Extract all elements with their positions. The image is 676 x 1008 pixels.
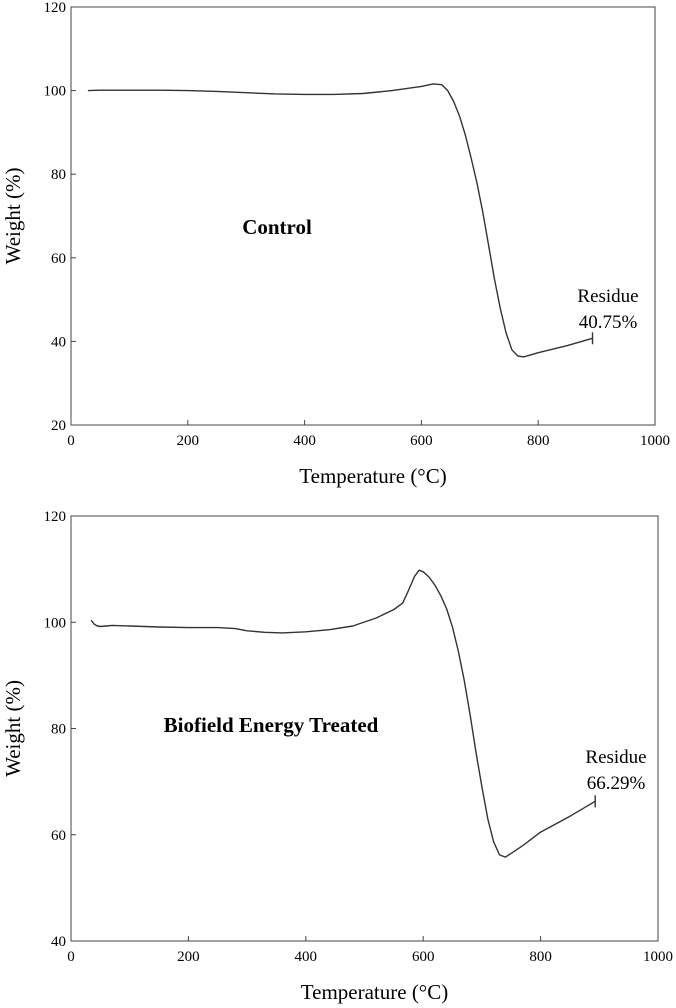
y-tick-label: 60 xyxy=(51,251,66,267)
y-tick-label: 20 xyxy=(51,418,66,434)
x-tick-label: 800 xyxy=(529,949,552,965)
x-axis-label: Temperature (°C) xyxy=(301,980,448,1004)
x-tick-label: 200 xyxy=(177,949,200,965)
x-tick-label: 200 xyxy=(177,433,200,449)
x-tick-label: 400 xyxy=(295,949,318,965)
sample-annotation: Control xyxy=(242,215,312,239)
x-tick-label: 1000 xyxy=(643,949,673,965)
residue-label: Residue xyxy=(585,747,646,768)
x-axis-label: Temperature (°C) xyxy=(299,464,446,488)
tga-curve xyxy=(90,569,596,858)
y-tick-label: 100 xyxy=(44,84,67,100)
residue-value: 66.29% xyxy=(587,773,646,794)
y-tick-label: 100 xyxy=(44,615,67,631)
x-tick-label: 600 xyxy=(410,433,433,449)
x-tick-label: 800 xyxy=(527,433,550,449)
control-chart: 0 200 400 600 800 1000 20 40 60 80 100 120 Temperatu… xyxy=(1,0,670,488)
x-tick-label: 0 xyxy=(67,949,75,965)
sample-annotation: Biofield Energy Treated xyxy=(164,713,379,737)
y-tick-label: 80 xyxy=(51,722,66,738)
residue-value: 40.75% xyxy=(579,312,638,333)
y-tick-label: 40 xyxy=(51,934,66,950)
y-tick-label: 60 xyxy=(51,828,66,844)
y-tick-label: 80 xyxy=(51,167,66,183)
y-axis-label: Weight (%) xyxy=(1,168,25,265)
plot-frame xyxy=(70,6,656,426)
treated-chart: 0 200 400 600 800 1000 40 60 80 100 120 Temperature… xyxy=(1,509,673,1004)
residue-label: Residue xyxy=(577,286,638,307)
tga-curve xyxy=(87,83,594,358)
y-tick-label: 120 xyxy=(44,0,67,16)
y-tick-label: 40 xyxy=(51,334,66,350)
x-tick-label: 600 xyxy=(412,949,435,965)
y-axis-label: Weight (%) xyxy=(1,680,25,777)
x-tick-label: 1000 xyxy=(640,433,670,449)
x-tick-label: 0 xyxy=(67,433,75,449)
y-tick-label: 120 xyxy=(44,509,67,525)
x-tick-label: 400 xyxy=(293,433,316,449)
